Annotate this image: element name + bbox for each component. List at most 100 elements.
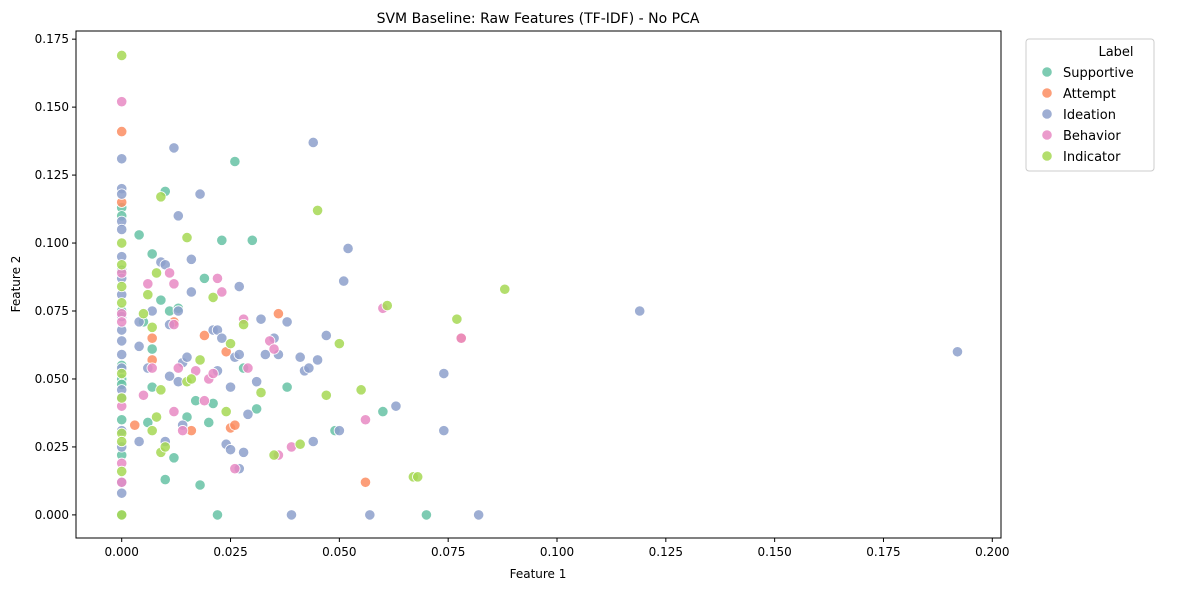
data-point-supportive: [116, 414, 128, 426]
y-tick-label: 0.125: [35, 168, 69, 182]
data-point-behavior: [146, 362, 158, 374]
x-tick-label: 0.150: [757, 545, 791, 559]
data-point-behavior: [116, 316, 128, 328]
data-point-behavior: [172, 362, 184, 374]
data-point-indicator: [116, 280, 128, 293]
data-point-behavior: [242, 362, 254, 374]
data-point-indicator: [116, 297, 128, 309]
data-point-indicator: [116, 367, 128, 380]
data-point-ideation: [242, 408, 254, 420]
y-tick-label: 0.050: [35, 372, 69, 386]
legend: Label Supportive Attempt Ideation Behavior I…: [1025, 38, 1155, 172]
data-point-supportive: [146, 248, 158, 260]
data-point-indicator: [116, 259, 128, 271]
data-point-indicator: [150, 411, 163, 423]
data-point-ideation: [116, 348, 128, 361]
data-point-behavior: [359, 414, 372, 426]
data-point-ideation: [320, 329, 332, 342]
data-point-indicator: [320, 389, 332, 401]
data-point-ideation: [237, 446, 250, 458]
data-point-ideation: [342, 242, 354, 255]
data-point-attempt: [146, 332, 158, 344]
data-point-ideation: [172, 210, 184, 222]
data-point-supportive: [377, 405, 389, 418]
data-points: [116, 49, 964, 521]
x-tick-label: 0.025: [213, 545, 247, 559]
x-tick-label: 0.175: [866, 545, 900, 559]
legend-label-indicator: Indicator: [1063, 150, 1121, 165]
legend-label-attempt: Attempt: [1063, 87, 1116, 102]
data-point-indicator: [412, 471, 424, 483]
x-axis-ticks: 0.000 0.025 0.050 0.075 0.100 0.125 0.150 0.175…: [105, 538, 1009, 559]
data-point-ideation: [333, 425, 345, 437]
x-tick-label: 0.100: [540, 545, 574, 559]
y-axis-ticks: 0.000 0.025 0.050 0.075 0.100 0.125 0.150 0.175: [35, 32, 76, 522]
data-point-supportive: [229, 155, 241, 168]
y-tick-label: 0.025: [35, 440, 69, 454]
data-point-indicator: [181, 232, 193, 244]
data-point-ideation: [634, 305, 646, 317]
x-tick-label: 0.075: [431, 545, 465, 559]
data-point-ideation: [116, 335, 128, 347]
data-point-indicator: [116, 465, 128, 477]
data-point-ideation: [251, 376, 263, 388]
data-point-ideation: [133, 340, 145, 352]
data-point-ideation: [172, 305, 184, 317]
data-point-ideation: [307, 136, 319, 149]
data-point-ideation: [259, 348, 271, 361]
data-point-ideation: [281, 316, 293, 328]
legend-marker-ideation: [1041, 108, 1053, 120]
x-tick-label: 0.000: [105, 545, 139, 559]
data-point-indicator: [146, 321, 158, 333]
data-point-supportive: [281, 381, 293, 393]
legend-frame: [1025, 38, 1155, 172]
data-point-indicator: [255, 386, 267, 399]
data-point-ideation: [224, 381, 237, 393]
plot-frame: [75, 30, 1002, 539]
data-point-behavior: [268, 343, 280, 355]
data-point-behavior: [216, 286, 228, 298]
data-point-supportive: [168, 452, 180, 464]
data-point-ideation: [303, 362, 315, 374]
data-point-ideation: [216, 332, 228, 344]
data-point-indicator: [333, 338, 345, 350]
data-point-indicator: [116, 49, 128, 62]
plot-area: [75, 30, 1002, 539]
data-point-indicator: [451, 313, 463, 325]
data-point-ideation: [185, 253, 197, 265]
data-point-supportive: [146, 343, 158, 355]
data-point-ideation: [285, 509, 298, 521]
data-point-indicator: [137, 308, 150, 320]
data-point-attempt: [129, 419, 141, 431]
data-point-ideation: [473, 509, 485, 521]
data-point-ideation: [163, 370, 176, 382]
data-point-behavior: [137, 389, 150, 401]
data-point-ideation: [224, 444, 237, 456]
data-point-indicator: [155, 384, 167, 396]
x-axis-label: Feature 1: [510, 567, 567, 581]
legend-label-supportive: Supportive: [1063, 66, 1134, 81]
data-point-ideation: [116, 188, 128, 200]
data-point-ideation: [233, 280, 245, 293]
data-point-attempt: [272, 308, 285, 320]
data-point-supportive: [133, 229, 145, 241]
data-point-supportive: [246, 234, 258, 246]
x-tick-label: 0.200: [975, 545, 1009, 559]
data-point-supportive: [203, 416, 215, 429]
data-point-indicator: [116, 237, 128, 249]
data-point-behavior: [168, 405, 180, 418]
data-point-behavior: [207, 367, 219, 380]
data-point-attempt: [359, 476, 372, 488]
data-point-ideation: [168, 142, 180, 154]
data-point-indicator: [194, 354, 206, 366]
data-point-supportive: [198, 272, 211, 284]
data-point-behavior: [142, 278, 154, 290]
y-tick-label: 0.150: [35, 100, 69, 114]
data-point-indicator: [185, 373, 197, 385]
data-point-indicator: [207, 291, 219, 304]
data-point-ideation: [294, 351, 306, 363]
data-point-indicator: [311, 204, 324, 217]
data-point-indicator: [142, 289, 154, 301]
data-point-indicator: [220, 405, 232, 418]
